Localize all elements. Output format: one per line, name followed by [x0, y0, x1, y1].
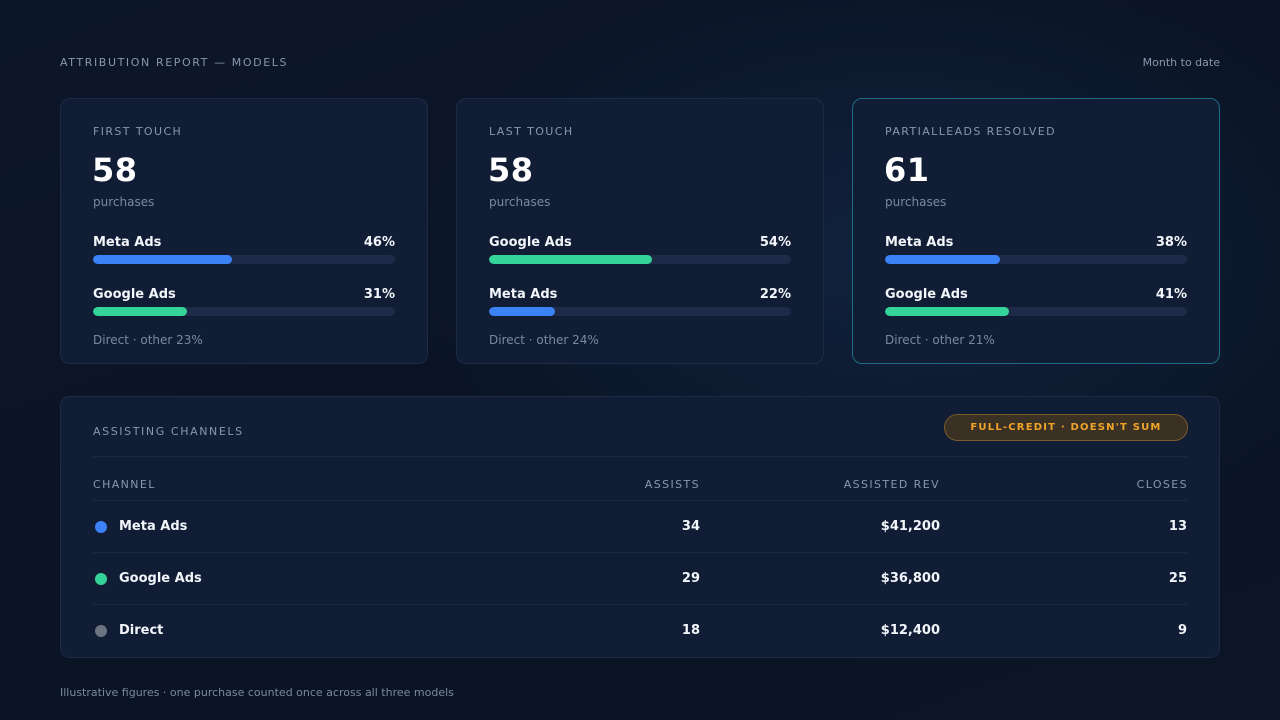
- report-title: ATTRIBUTION REPORT — MODELS: [60, 56, 289, 69]
- share-bar-fill: [489, 307, 556, 316]
- channel-name: Direct: [119, 623, 164, 638]
- channel-color-dot: [95, 573, 107, 585]
- channel-name: Meta Ads: [119, 519, 188, 534]
- channel-share-row: Meta Ads 38%: [885, 235, 1187, 265]
- channel-color-dot: [95, 521, 107, 533]
- other-share-note: Direct · other 23%: [93, 333, 203, 347]
- share-bar-fill: [93, 307, 187, 316]
- share-bar-track: [885, 255, 1187, 264]
- share-bar-fill: [489, 255, 653, 264]
- channel-percent: 54%: [759, 235, 791, 250]
- purchase-unit: purchases: [885, 195, 947, 209]
- channel-percent: 38%: [1155, 235, 1187, 250]
- divider: [93, 456, 1187, 457]
- channel-name: Google Ads: [119, 571, 202, 586]
- column-header-channel[interactable]: CHANNEL: [93, 478, 156, 491]
- other-share-note: Direct · other 24%: [489, 333, 599, 347]
- purchase-unit: purchases: [489, 195, 551, 209]
- divider: [93, 604, 1187, 605]
- share-bar-fill: [885, 255, 1000, 264]
- assisted-rev-value: $36,800: [880, 571, 940, 586]
- assisting-channels-panel: ASSISTING CHANNELS FULL-CREDIT · DOESN'T…: [60, 396, 1220, 658]
- share-bar-track: [885, 307, 1187, 316]
- channel-name: Meta Ads: [489, 287, 558, 302]
- table-row[interactable]: Direct 18 $12,400 9: [93, 606, 1187, 658]
- channel-name: Google Ads: [93, 287, 176, 302]
- share-bar-track: [489, 307, 791, 316]
- assists-value: 18: [681, 623, 700, 638]
- share-bar-track: [489, 255, 791, 264]
- model-card-last-touch: LAST TOUCH 58 purchases Google Ads 54% M…: [456, 98, 824, 364]
- closes-value: 9: [1177, 623, 1187, 638]
- purchase-count: 61: [884, 151, 930, 189]
- share-bar-track: [93, 255, 395, 264]
- table-row[interactable]: Google Ads 29 $36,800 25: [93, 554, 1187, 606]
- channel-name: Meta Ads: [93, 235, 162, 250]
- share-bar-track: [93, 307, 395, 316]
- assisted-rev-value: $12,400: [880, 623, 940, 638]
- share-bar-fill: [885, 307, 1009, 316]
- table-row[interactable]: Meta Ads 34 $41,200 13: [93, 502, 1187, 554]
- channel-share-row: Google Ads 31%: [93, 287, 395, 317]
- column-header-closes[interactable]: CLOSES: [1136, 478, 1188, 491]
- card-title: LAST TOUCH: [489, 125, 574, 138]
- footnote: Illustrative figures · one purchase coun…: [60, 686, 454, 699]
- model-card-first-touch: FIRST TOUCH 58 purchases Meta Ads 46% Go…: [60, 98, 428, 364]
- card-title: PARTIALLEADS RESOLVED: [885, 125, 1056, 138]
- full-credit-badge: FULL-CREDIT · DOESN'T SUM: [944, 414, 1188, 441]
- panel-title: ASSISTING CHANNELS: [93, 425, 244, 438]
- channel-percent: 41%: [1155, 287, 1187, 302]
- model-card-partialleads-resolved: PARTIALLEADS RESOLVED 61 purchases Meta …: [852, 98, 1220, 364]
- channel-name: Google Ads: [885, 287, 968, 302]
- closes-value: 25: [1168, 571, 1187, 586]
- channel-percent: 22%: [759, 287, 791, 302]
- share-bar-fill: [93, 255, 232, 264]
- channel-share-row: Google Ads 41%: [885, 287, 1187, 317]
- purchase-count: 58: [488, 151, 534, 189]
- channel-percent: 31%: [363, 287, 395, 302]
- channel-share-row: Meta Ads 46%: [93, 235, 395, 265]
- other-share-note: Direct · other 21%: [885, 333, 995, 347]
- assists-value: 34: [681, 519, 700, 534]
- divider: [93, 552, 1187, 553]
- purchase-unit: purchases: [93, 195, 155, 209]
- closes-value: 13: [1168, 519, 1187, 534]
- assists-value: 29: [681, 571, 700, 586]
- purchase-count: 58: [92, 151, 138, 189]
- column-header-assisted-rev[interactable]: ASSISTED REV: [843, 478, 940, 491]
- channel-share-row: Google Ads 54%: [489, 235, 791, 265]
- channel-name: Meta Ads: [885, 235, 954, 250]
- channel-percent: 46%: [363, 235, 395, 250]
- column-header-assists[interactable]: ASSISTS: [644, 478, 700, 491]
- assisted-rev-value: $41,200: [880, 519, 940, 534]
- card-title: FIRST TOUCH: [93, 125, 183, 138]
- channel-share-row: Meta Ads 22%: [489, 287, 791, 317]
- channel-name: Google Ads: [489, 235, 572, 250]
- date-range-label[interactable]: Month to date: [1142, 56, 1220, 69]
- divider: [93, 500, 1187, 501]
- channel-color-dot: [95, 625, 107, 637]
